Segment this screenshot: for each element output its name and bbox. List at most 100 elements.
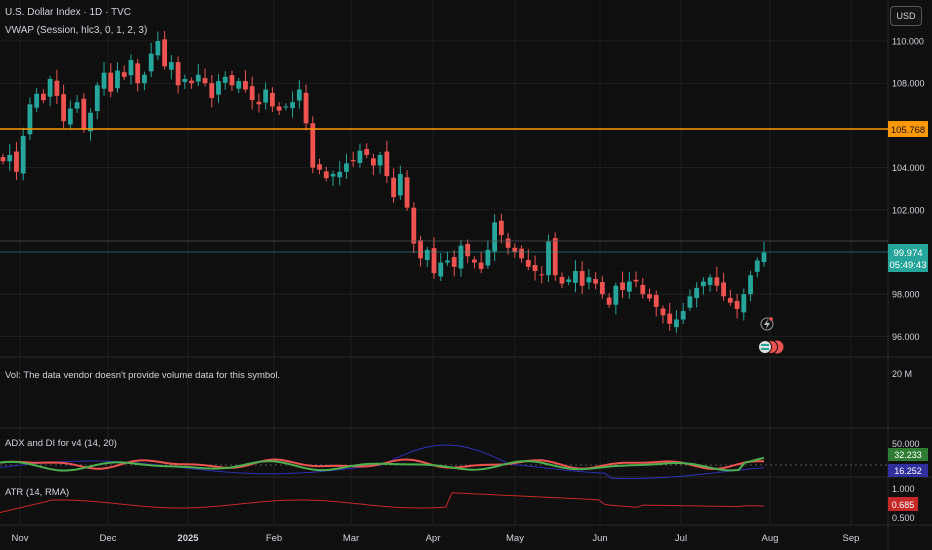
candle-body <box>761 252 767 263</box>
symbol-title[interactable]: U.S. Dollar Index · 1D · TVC <box>5 7 131 18</box>
volume-axis-label: 20 M <box>892 369 912 379</box>
candle-body <box>431 248 437 274</box>
candle-body <box>101 72 107 89</box>
candle-body <box>714 277 720 286</box>
candle-body <box>162 39 168 67</box>
candle-body <box>532 265 538 271</box>
candle-body <box>727 297 733 303</box>
candle-body <box>34 93 40 108</box>
candle-body <box>566 279 572 282</box>
time-axis[interactable]: Nov Dec 2025 Feb Mar Apr May Jun Jul Aug Sep <box>12 533 860 544</box>
candle-body <box>54 80 60 96</box>
candlestick-series <box>0 31 767 333</box>
candle-body <box>94 85 100 112</box>
adx-green-value: 32.233 <box>894 450 922 460</box>
adx-blue-value-tag <box>888 464 928 477</box>
candle-body <box>243 81 248 90</box>
dividend-markers-icon[interactable] <box>758 340 784 354</box>
adx-indicator-title[interactable]: ADX and DI for v4 (14, 20) <box>5 438 117 449</box>
candle-body <box>418 240 423 259</box>
candle-body <box>216 81 221 95</box>
candle-body <box>667 313 673 324</box>
candle-body <box>465 243 471 257</box>
atr-value: 0.685 <box>892 500 915 510</box>
vwap-indicator-label[interactable]: VWAP (Session, hlc3, 0, 1, 2, 3) <box>5 25 148 36</box>
candle-body <box>478 262 484 269</box>
di-plus-line <box>0 456 765 472</box>
candle-body <box>128 59 134 76</box>
candle-body <box>20 135 26 174</box>
candle-body <box>700 281 706 287</box>
candle-body <box>189 80 194 84</box>
adx-axis-label: 50.000 <box>892 439 920 449</box>
candle-body <box>445 260 450 263</box>
time-axis-label: Aug <box>762 533 779 544</box>
candle-body <box>586 277 592 283</box>
candle-body <box>115 70 120 89</box>
volume-pane-message: Vol: The data vendor doesn't provide vol… <box>5 370 280 381</box>
candle-body <box>647 294 652 299</box>
candle-body <box>290 102 295 109</box>
candle-body <box>142 74 147 84</box>
candle-body <box>694 287 700 298</box>
candle-body <box>135 63 141 84</box>
candle-body <box>269 92 275 107</box>
candle-body <box>377 154 383 166</box>
candle-body <box>613 285 619 305</box>
candle-body <box>640 284 646 295</box>
time-axis-label: Nov <box>12 533 29 544</box>
candle-body <box>236 81 242 89</box>
candle-body <box>505 238 511 248</box>
atr-axis-top: 1.000 <box>892 484 915 494</box>
candle-body <box>310 123 316 168</box>
flash-icon[interactable] <box>760 317 774 331</box>
candle-body <box>451 257 457 267</box>
candle-body <box>653 295 659 307</box>
candle-body <box>593 279 599 284</box>
candle-body <box>458 245 464 269</box>
candle-body <box>660 308 666 316</box>
time-axis-label: Sep <box>843 533 860 544</box>
candle-body <box>438 262 444 277</box>
candle-body <box>424 249 430 261</box>
atr-value-tag <box>888 497 918 511</box>
candle-body <box>357 150 363 163</box>
level-price-value: 105.768 <box>891 125 925 136</box>
candle-body <box>599 281 605 295</box>
candle-body <box>748 275 753 295</box>
currency-button[interactable]: USD <box>890 6 922 26</box>
candle-body <box>263 89 269 103</box>
candle-body <box>741 294 747 313</box>
candle-body <box>182 78 188 82</box>
candle-body <box>303 92 309 124</box>
candle-body <box>168 62 174 70</box>
candle-body <box>492 222 498 252</box>
candle-body <box>47 78 53 97</box>
candle-body <box>397 173 403 196</box>
time-axis-label: Apr <box>426 533 441 544</box>
candle-body <box>519 248 524 259</box>
candle-body <box>546 241 551 276</box>
candle-body <box>620 282 625 290</box>
price-axis[interactable]: 110.000 108.000 104.000 102.000 98.000 96.000 <box>892 37 925 342</box>
time-axis-label: Mar <box>343 533 359 544</box>
candle-body <box>391 177 397 198</box>
candle-body <box>472 259 477 263</box>
candle-body <box>573 270 578 283</box>
candle-body <box>317 164 322 170</box>
candle-body <box>559 276 565 284</box>
candle-body <box>754 260 760 272</box>
candle-body <box>552 238 558 276</box>
time-axis-label: May <box>506 533 524 544</box>
candle-body <box>222 76 228 83</box>
candle-body <box>108 72 114 92</box>
candle-body <box>27 104 33 135</box>
candle-body <box>74 102 80 109</box>
time-axis-label: 2025 <box>177 533 199 544</box>
grid-lines <box>0 0 888 525</box>
candle-body <box>485 249 491 266</box>
candle-body <box>296 89 302 101</box>
atr-indicator-title[interactable]: ATR (14, RMA) <box>5 487 69 498</box>
candle-body <box>195 74 201 82</box>
